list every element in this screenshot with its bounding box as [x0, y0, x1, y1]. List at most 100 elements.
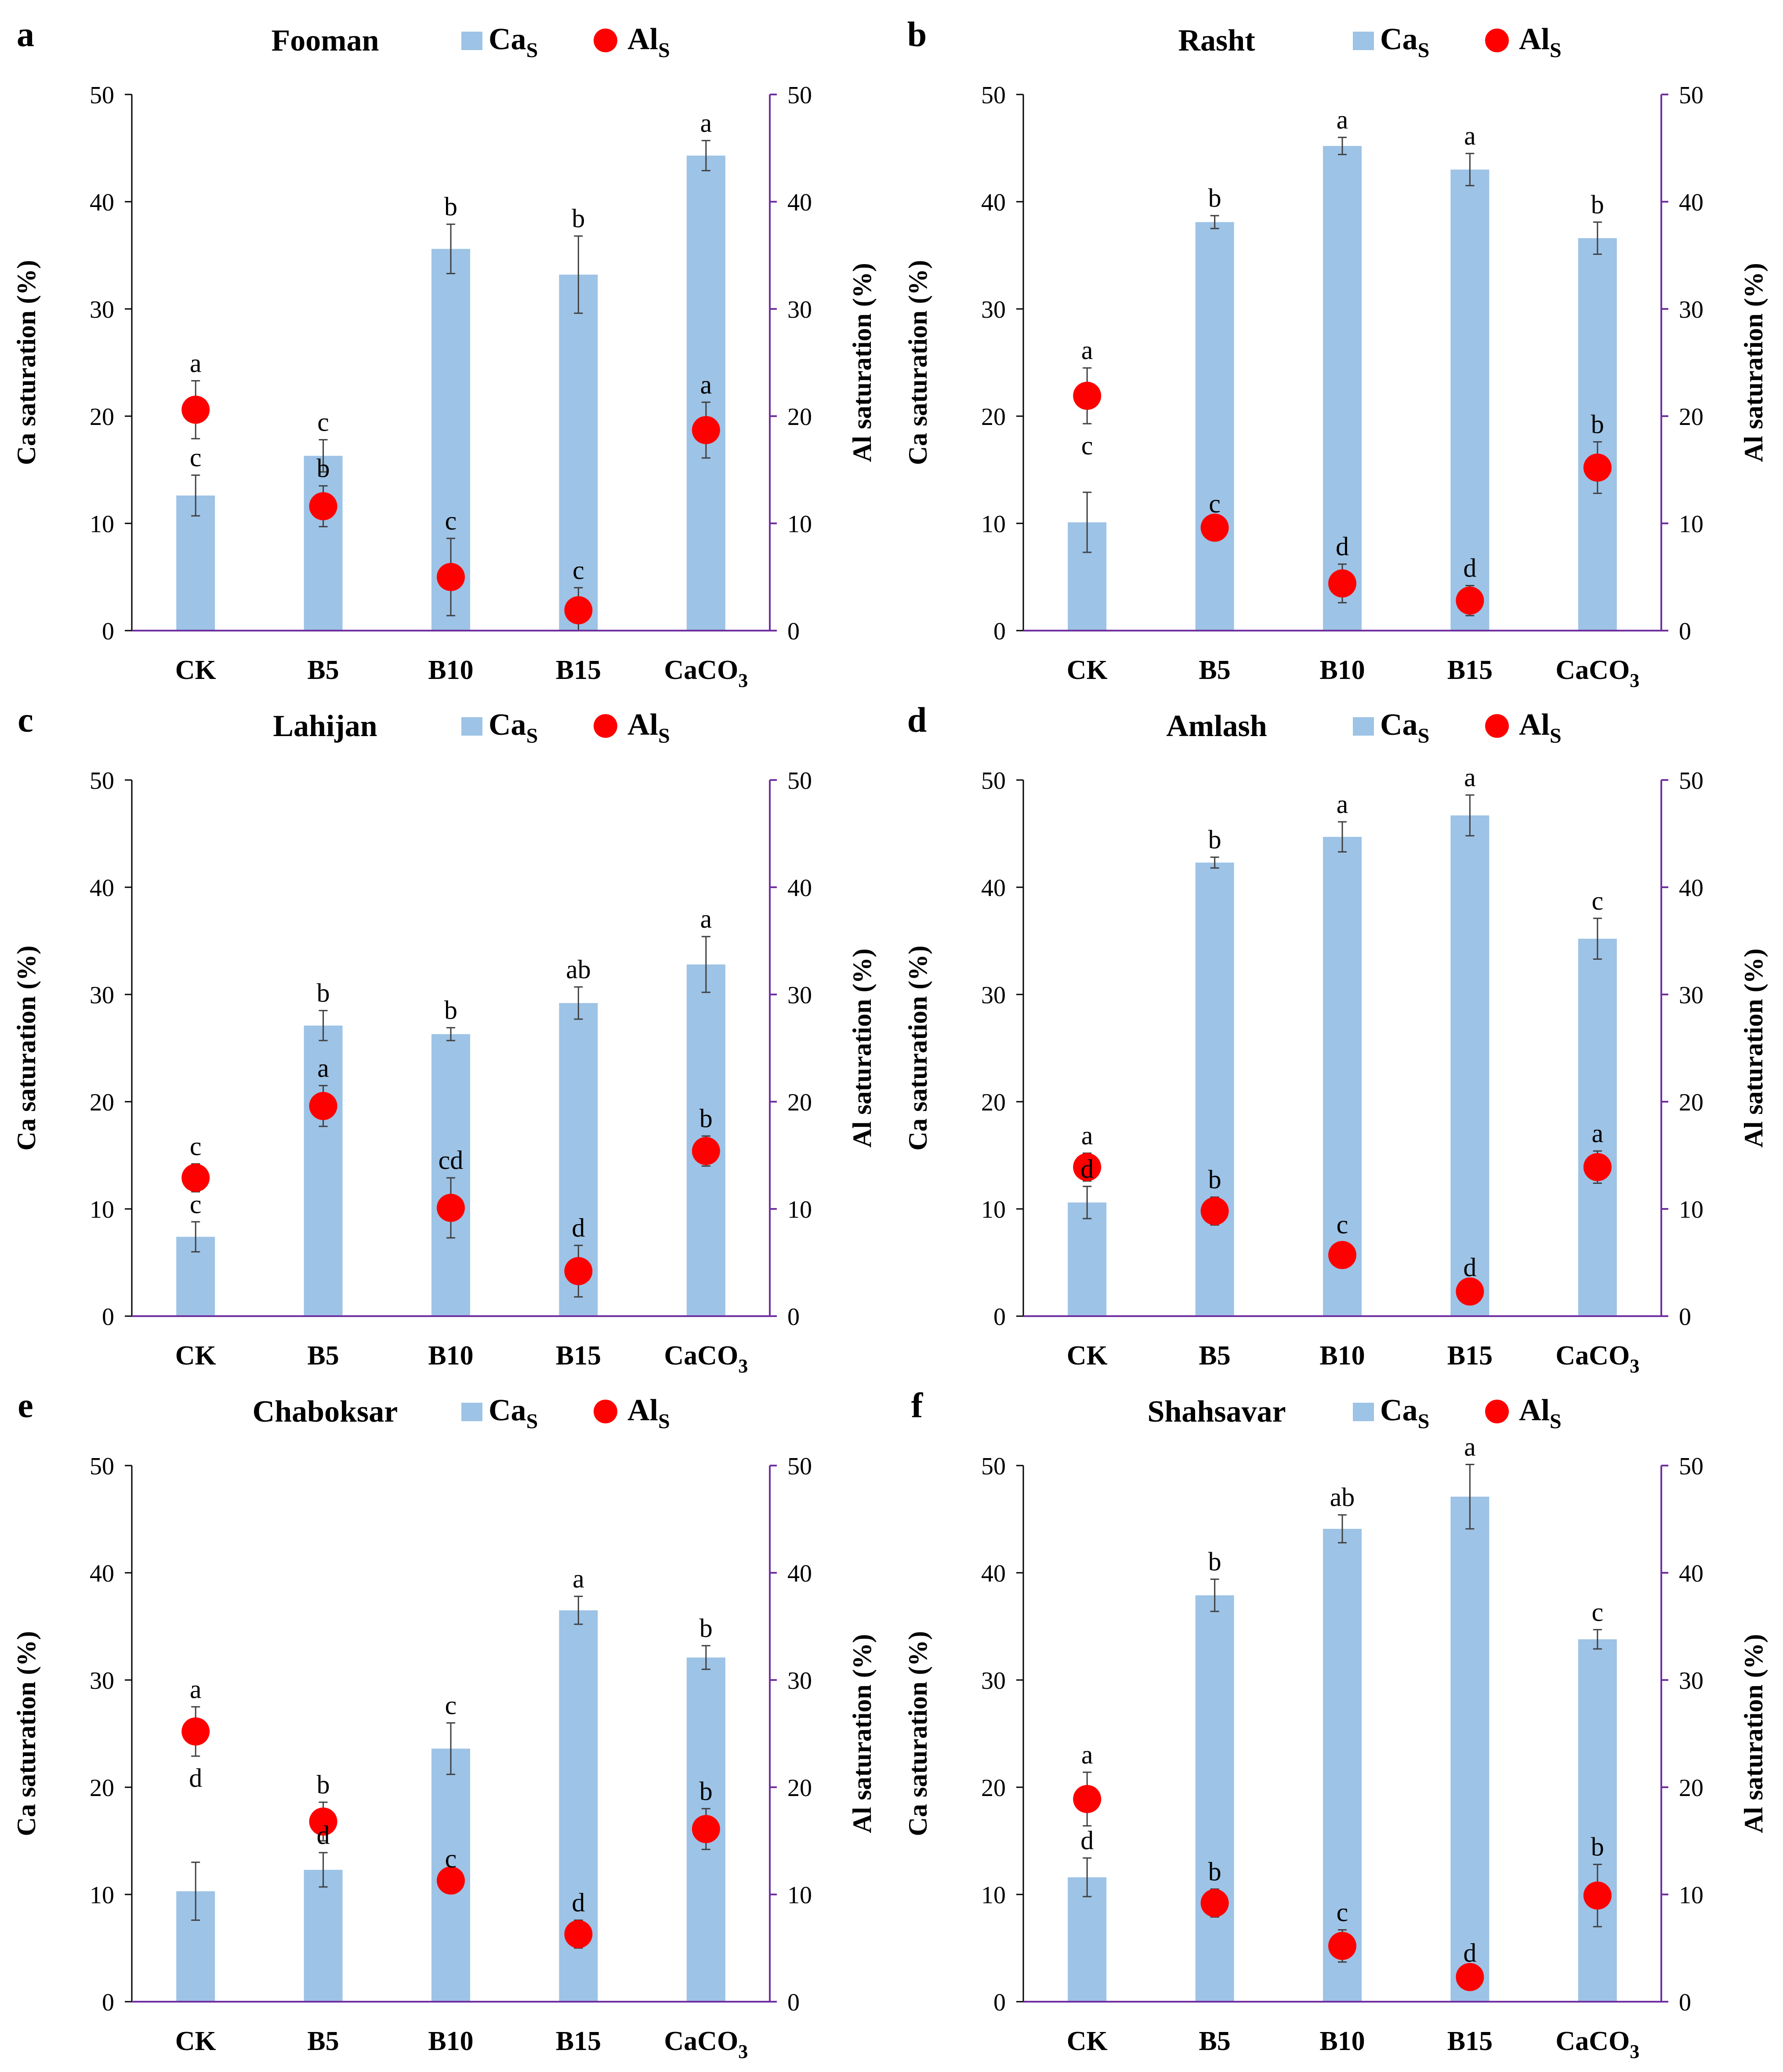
- legend-dot-swatch: [1485, 1400, 1509, 1423]
- letter-al: b: [317, 454, 330, 483]
- tick-label-left: 20: [981, 1774, 1006, 1802]
- letter-al: b: [699, 1777, 713, 1806]
- letter-al: b: [699, 1104, 713, 1133]
- letter-ca: a: [1337, 790, 1348, 819]
- tick-label-right: 40: [1679, 189, 1703, 216]
- letter-ca: c: [190, 1190, 202, 1219]
- bar-ca: [304, 456, 343, 631]
- letter-al: b: [1591, 1833, 1604, 1862]
- letter-al: b: [317, 1770, 330, 1799]
- error-bar-ca: [1338, 821, 1347, 853]
- letter-al: d: [572, 1888, 585, 1917]
- letter-al: a: [317, 1053, 329, 1082]
- tick-label-right: 20: [1679, 403, 1703, 431]
- letter-ca: b: [317, 979, 330, 1008]
- tick-label-right: 50: [787, 767, 812, 795]
- dot-al: [1073, 1153, 1102, 1181]
- letter-ca: b: [1208, 1547, 1221, 1576]
- panel-letter: a: [17, 15, 34, 54]
- error-bar-ca: [1465, 1464, 1475, 1530]
- y-axis-title-right: Al saturation (%): [1739, 263, 1768, 462]
- panel-title: Shahsavar: [1147, 1395, 1286, 1429]
- bar-ca: [1450, 1496, 1489, 2002]
- tick-label-right: 0: [1679, 1989, 1691, 2016]
- panel-title: Rasht: [1178, 24, 1255, 58]
- letter-al: b: [1591, 410, 1604, 439]
- tick-label-left: 30: [90, 296, 114, 323]
- category-label: B10: [428, 2026, 473, 2056]
- y-axis-title-left: Ca saturation (%): [12, 260, 41, 465]
- letter-al: a: [1591, 1119, 1603, 1148]
- panel-title: Amlash: [1166, 709, 1267, 743]
- dot-al: [1583, 1153, 1612, 1181]
- y-axis-title-left: Ca saturation (%): [903, 946, 932, 1151]
- category-label: B10: [1319, 1341, 1365, 1371]
- tick-label-left: 40: [90, 875, 114, 902]
- error-bar-ca: [319, 439, 328, 473]
- tick-label-right: 0: [787, 1303, 800, 1331]
- tick-label-right: 40: [1679, 875, 1703, 902]
- dot-al: [564, 1257, 593, 1285]
- letter-ca: c: [1081, 431, 1093, 460]
- legend-bar-swatch: [1353, 32, 1374, 50]
- tick-label-right: 50: [1679, 767, 1703, 795]
- category-label: B15: [1447, 2026, 1493, 2056]
- dot-al: [309, 1092, 337, 1120]
- dot-al: [437, 1866, 465, 1895]
- tick-label-right: 30: [1679, 1667, 1703, 1695]
- dot-al: [692, 416, 720, 444]
- letter-ca: c: [445, 1691, 457, 1720]
- legend-dot-swatch: [594, 1400, 617, 1423]
- tick-label-left: 0: [993, 1303, 1006, 1331]
- letter-ca: b: [699, 1614, 713, 1643]
- tick-label-right: 10: [787, 511, 812, 538]
- bar-ca: [1450, 169, 1489, 631]
- legend-al-label: AlS: [1519, 708, 1562, 748]
- bar-ca: [1068, 1202, 1107, 1316]
- legend-ca-label: CaS: [489, 22, 538, 62]
- tick-label-left: 0: [102, 618, 114, 645]
- letter-ca: a: [1464, 763, 1476, 792]
- letter-al: d: [1463, 554, 1476, 583]
- letter-ca: b: [444, 996, 457, 1025]
- tick-label-right: 20: [1679, 1774, 1703, 1802]
- error-bar-ca: [1593, 918, 1602, 960]
- tick-label-right: 50: [1679, 1453, 1703, 1480]
- bar-ca: [1578, 1639, 1617, 2002]
- legend-al-label: AlS: [1519, 1393, 1562, 1433]
- error-bar-ca: [446, 223, 455, 274]
- dot-al: [181, 396, 210, 424]
- tick-label-right: 30: [787, 296, 812, 323]
- tick-label-right: 10: [1679, 1196, 1703, 1223]
- legend: CaS AlS: [1353, 1393, 1562, 1433]
- letter-ca: a: [573, 1564, 584, 1593]
- category-label: B5: [307, 655, 339, 685]
- legend: CaS AlS: [461, 22, 670, 62]
- y-axis-title-left: Ca saturation (%): [903, 260, 932, 465]
- category-label: B15: [1447, 655, 1493, 685]
- legend-bar-swatch: [461, 32, 482, 50]
- category-label: CaCO3: [664, 2026, 748, 2062]
- panel-letter: e: [18, 1386, 33, 1425]
- dot-al: [1456, 1963, 1484, 1991]
- letter-ca: d: [1080, 1154, 1094, 1183]
- y-axis-title-right: Al saturation (%): [848, 948, 877, 1147]
- letter-ca: c: [1591, 886, 1603, 915]
- tick-label-left: 50: [981, 1453, 1006, 1480]
- legend-bar-swatch: [1353, 1403, 1374, 1421]
- legend-ca-label: CaS: [1380, 708, 1429, 748]
- legend: CaS AlS: [1353, 22, 1562, 62]
- legend-ca-label: CaS: [1380, 22, 1429, 62]
- panel-letter: d: [907, 701, 927, 740]
- panel-title: Lahijan: [273, 709, 377, 743]
- dot-al: [309, 492, 337, 520]
- error-bar-ca: [1338, 137, 1347, 156]
- tick-label-left: 10: [981, 1882, 1006, 1909]
- dot-al: [1456, 586, 1484, 615]
- category-label: B10: [428, 655, 473, 685]
- error-bar-ca: [1210, 1578, 1219, 1612]
- letter-al: c: [445, 506, 457, 535]
- error-bar-ca: [319, 1010, 328, 1041]
- tick-label-left: 40: [981, 875, 1006, 902]
- category-label: B10: [1319, 655, 1365, 685]
